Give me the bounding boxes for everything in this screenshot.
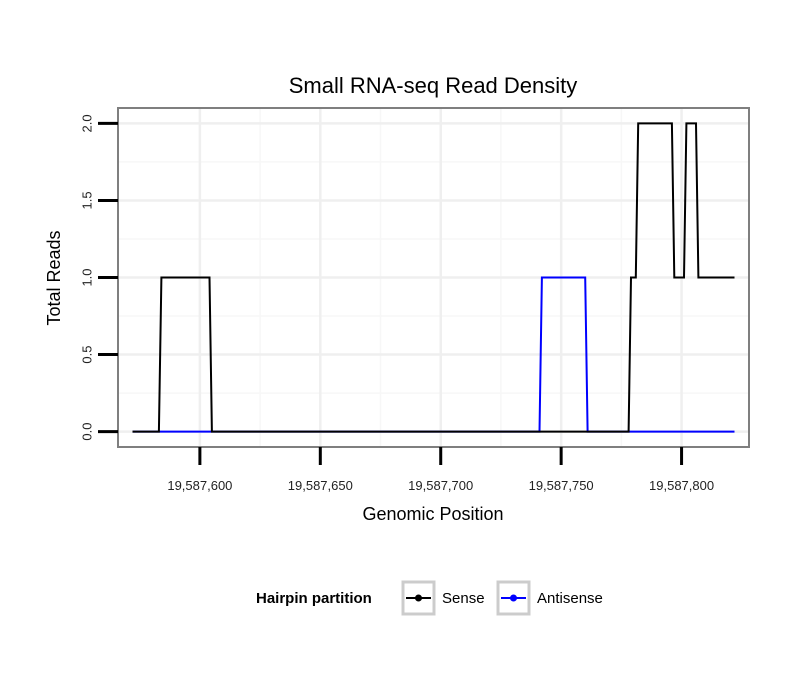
x-tick-label: 19,587,750 [529,478,594,493]
y-axis: 0.0 0.5 1.0 1.5 2.0 [80,114,118,441]
legend: Hairpin partition Sense Antisense [256,580,603,616]
y-tick-label: 1.0 [80,268,95,286]
chart-title: Small RNA-seq Read Density [289,73,578,98]
x-tick-label: 19,587,600 [167,478,232,493]
x-tick-label: 19,587,700 [408,478,473,493]
legend-label-antisense: Antisense [537,590,603,607]
x-tick-label: 19,587,800 [649,478,714,493]
x-axis-label: Genomic Position [362,504,503,524]
y-axis-label: Total Reads [44,230,64,325]
legend-label-sense: Sense [442,590,485,607]
series-line-sense [132,122,735,433]
y-tick-label: 1.5 [80,191,95,209]
legend-key-antisense-point [510,594,517,602]
x-axis: 19,587,600 19,587,650 19,587,700 19,587,750… [167,447,714,493]
y-tick-label: 0.0 [80,423,95,441]
legend-title: Hairpin partition [256,590,372,607]
grid [118,108,749,447]
y-tick-label: 0.5 [80,346,95,364]
y-tick-label: 2.0 [80,114,95,132]
legend-key-sense-point [415,594,422,602]
series-layer [132,122,735,433]
x-tick-label: 19,587,650 [288,478,353,493]
